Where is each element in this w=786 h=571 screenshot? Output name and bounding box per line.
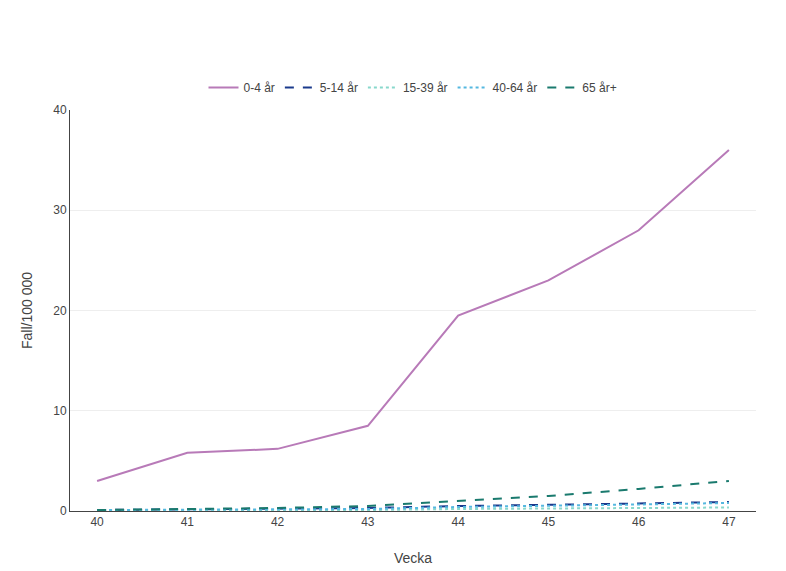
svg-text:43: 43 <box>361 515 375 529</box>
svg-text:65 år+: 65 år+ <box>582 81 616 95</box>
svg-text:15-39 år: 15-39 år <box>403 81 448 95</box>
svg-text:20: 20 <box>53 304 67 318</box>
svg-text:10: 10 <box>53 404 67 418</box>
svg-text:Fall/100 000: Fall/100 000 <box>19 272 35 349</box>
svg-text:40: 40 <box>53 103 67 117</box>
svg-text:45: 45 <box>542 515 556 529</box>
svg-text:42: 42 <box>271 515 285 529</box>
svg-text:41: 41 <box>181 515 195 529</box>
svg-text:Vecka: Vecka <box>394 550 432 566</box>
svg-text:44: 44 <box>451 515 465 529</box>
svg-text:0-4 år: 0-4 år <box>244 81 275 95</box>
svg-text:5-14 år: 5-14 år <box>320 81 358 95</box>
svg-text:47: 47 <box>722 515 736 529</box>
svg-text:30: 30 <box>53 203 67 217</box>
svg-text:46: 46 <box>632 515 646 529</box>
svg-text:40: 40 <box>90 515 104 529</box>
svg-text:0: 0 <box>60 504 67 518</box>
svg-text:40-64 år: 40-64 år <box>493 81 538 95</box>
